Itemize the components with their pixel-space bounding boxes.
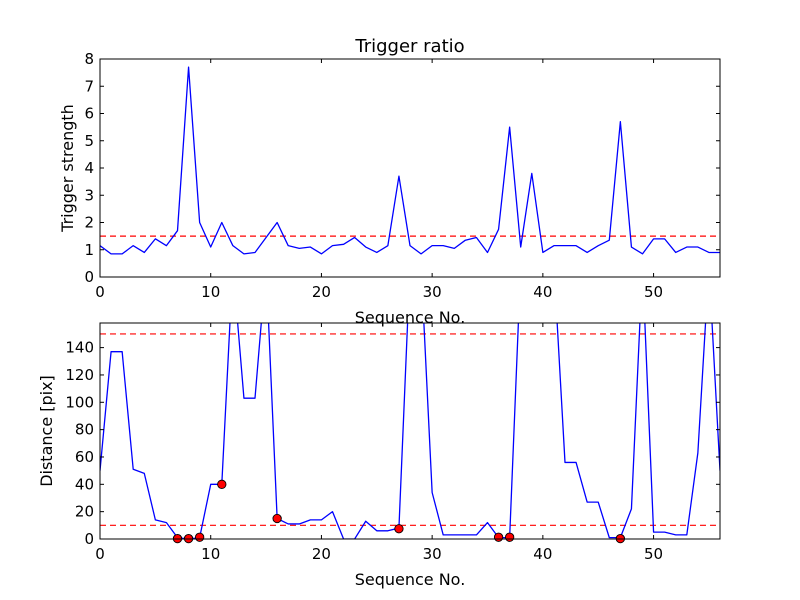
bottom-marker-point-3: [217, 479, 227, 489]
top-xtick-label-3: 30: [423, 283, 442, 301]
bottom-x-axis-label: Sequence No.: [355, 570, 466, 589]
top-xtick-label-1: 10: [201, 283, 220, 301]
top-xtick-label-4: 40: [533, 283, 552, 301]
bottom-plot: 0 10 20 30 40 50 0 20 40 60 80 100 120 140 Sequence No…: [37, 322, 721, 589]
top-ytick-label-3: 3: [84, 186, 94, 204]
bottom-xtick-label-2: 20: [312, 545, 331, 563]
bottom-xtick-label-3: 30: [423, 545, 442, 563]
top-series-line-0: [100, 66, 720, 255]
top-xtick-label-2: 20: [312, 283, 331, 301]
top-ytick-label-5: 5: [84, 132, 94, 150]
top-ytick-label-2: 2: [84, 214, 94, 232]
bottom-xtick-label-5: 50: [644, 545, 663, 563]
bottom-plot-area: [100, 323, 720, 539]
top-ytick-label-4: 4: [84, 159, 94, 177]
bottom-ytick-label-3: 60: [75, 448, 94, 466]
top-ytick-label-1: 1: [84, 241, 94, 259]
bottom-y-axis-label: Distance [pix]: [37, 375, 56, 487]
bottom-xtick-label-0: 0: [95, 545, 105, 563]
bottom-ytick-label-4: 80: [75, 421, 94, 439]
bottom-marker-point-6: [493, 532, 504, 542]
bottom-marker-point-4: [272, 513, 282, 524]
top-ytick-label-6: 6: [84, 105, 94, 123]
bottom-marker-point-5: [394, 524, 404, 534]
bottom-ytick-label-0: 0: [84, 530, 94, 548]
bottom-xtick-label-1: 10: [201, 545, 220, 563]
top-ytick-label-0: 0: [84, 268, 94, 286]
bottom-marker-point-7: [504, 532, 515, 542]
bottom-xtick-label-4: 40: [533, 545, 552, 563]
bottom-ytick-label-6: 120: [65, 366, 94, 384]
bottom-axes-frame: [99, 322, 721, 540]
top-ytick-label-8: 8: [84, 50, 94, 68]
top-xtick-label-5: 50: [644, 283, 663, 301]
top-chart-title: Trigger ratio: [354, 36, 464, 57]
top-plot-area: [100, 66, 720, 255]
top-plot: 0 10 20 30 40 50 0 1 2 3 4 5 6 7 8 Sequence No. Trigger …: [58, 50, 721, 327]
top-x-axis-label: Sequence No.: [355, 308, 466, 327]
top-y-axis-label: Trigger strength: [58, 104, 77, 233]
top-xtick-label-0: 0: [95, 283, 105, 301]
bottom-ytick-label-5: 100: [65, 393, 94, 411]
bottom-series-line-0: [100, 323, 720, 539]
top-ytick-label-7: 7: [84, 77, 94, 95]
bottom-ytick-label-2: 40: [75, 475, 94, 493]
bottom-marker-point-2: [194, 532, 205, 542]
bottom-ytick-label-1: 20: [75, 503, 94, 521]
bottom-ytick-label-7: 140: [65, 339, 94, 357]
